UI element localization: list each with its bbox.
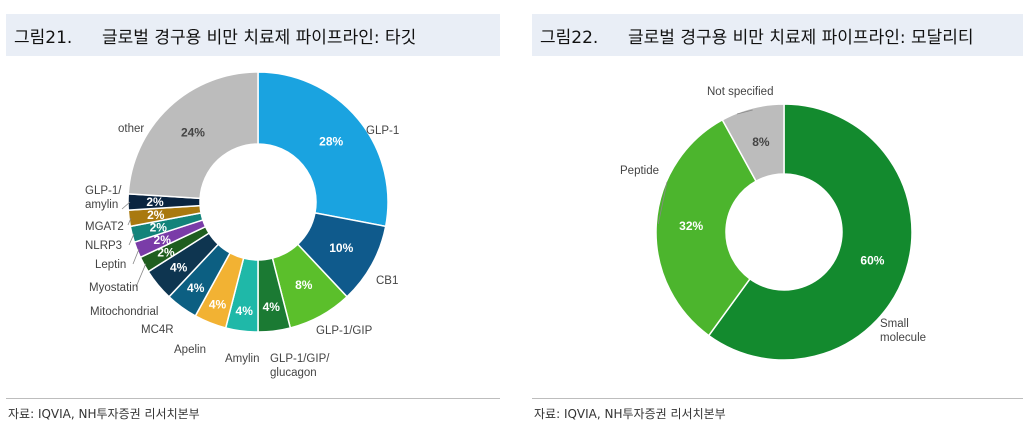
slice-percent-label: 2% [146,195,164,209]
figure-22-panel: 그림22. 글로벌 경구용 비만 치료제 파이프라인: 모달리티 60% Smal… [532,0,1025,428]
slice-percent-label: 4% [236,304,254,318]
donut-slice-peptide [655,118,758,337]
slice-percent-label: 4% [170,261,188,275]
leader-line [132,248,140,265]
slice-category-label: Apelin [174,344,206,356]
slice-percent-label: 4% [187,281,205,295]
slice-category-label: CB1 [376,275,398,287]
figure-21-title: 글로벌 경구용 비만 치료제 파이프라인: 타깃 [102,27,417,48]
slice-category-label: NLRP3 [85,240,122,252]
slice-category-label: Myostatin [89,282,138,294]
slice-category-label: GLP-1/GIP/glucagon [270,353,330,379]
slice-percent-label: 4% [263,300,281,314]
slice-percent-label: 60% [860,254,884,268]
figure-21-number: 그림21. [14,27,73,48]
slice-percent-label: 2% [147,208,165,222]
slice-category-label: other [118,123,144,135]
slice-category-label: Not specified [707,86,773,98]
slice-percent-label: 4% [209,297,227,311]
leader-line [127,217,132,226]
donut-slice-small-molecule [707,103,913,361]
donut-slice-not-specified [721,103,785,183]
slice-category-label: Leptin [95,259,126,271]
figure-21-title-bar: 그림21. 글로벌 경구용 비만 치료제 파이프라인: 타깃 [6,14,500,56]
figure-22-title-bar: 그림22. 글로벌 경구용 비만 치료제 파이프라인: 모달리티 [532,14,1023,56]
slice-category-label: Peptide [620,165,659,177]
slice-category-label: Mitochondrial [90,306,158,318]
slice-category-label: Amylin [225,353,260,365]
donut-slice-other [127,71,259,200]
figure-21-source: 자료: IQVIA, NH투자증권 리서치본부 [8,407,200,421]
slice-percent-label: 2% [150,221,168,235]
slice-category-label: GLP-1/GIP [316,325,373,337]
leader-line [121,201,131,210]
figure-22-source: 자료: IQVIA, NH투자증권 리서치본부 [534,407,726,421]
slice-category-label: GLP-1/amylin [85,185,122,211]
figure-22-divider [532,398,1023,399]
leader-line [128,233,135,246]
leader-line [135,263,147,288]
slice-percent-label: 32% [679,219,703,233]
slice-percent-label: 2% [154,233,172,247]
donut-slice-glp-1 [257,71,389,228]
leader-line [736,109,753,115]
slice-category-label: MGAT2 [85,221,124,233]
slice-percent-label: 10% [329,241,353,255]
leader-line [657,181,668,225]
figure-22-number: 그림22. [540,27,599,48]
target-donut-chart: 28% GLP-1 10% CB1 8% GLP-1/GIP 4% GLP-1/GIP/glu… [85,71,399,379]
slice-category-label: Small molecule [880,318,926,344]
slice-percent-label: 24% [181,126,205,140]
slice-percent-label: 8% [752,135,770,149]
modality-donut-chart: 60% Small molecule 32% Peptide 8% Not specifie… [620,86,926,361]
figure-21-panel: 그림21. 글로벌 경구용 비만 치료제 파이프라인: 타깃 28% GLP-1 1… [0,0,500,428]
slice-percent-label: 8% [295,278,313,292]
slice-percent-label: 28% [319,134,343,148]
slice-category-label: GLP-1 [366,125,399,137]
figure-22-title: 글로벌 경구용 비만 치료제 파이프라인: 모달리티 [628,27,974,48]
slice-percent-label: 2% [157,246,175,260]
figure-21-divider [6,398,500,399]
slice-category-label: MC4R [141,324,174,336]
